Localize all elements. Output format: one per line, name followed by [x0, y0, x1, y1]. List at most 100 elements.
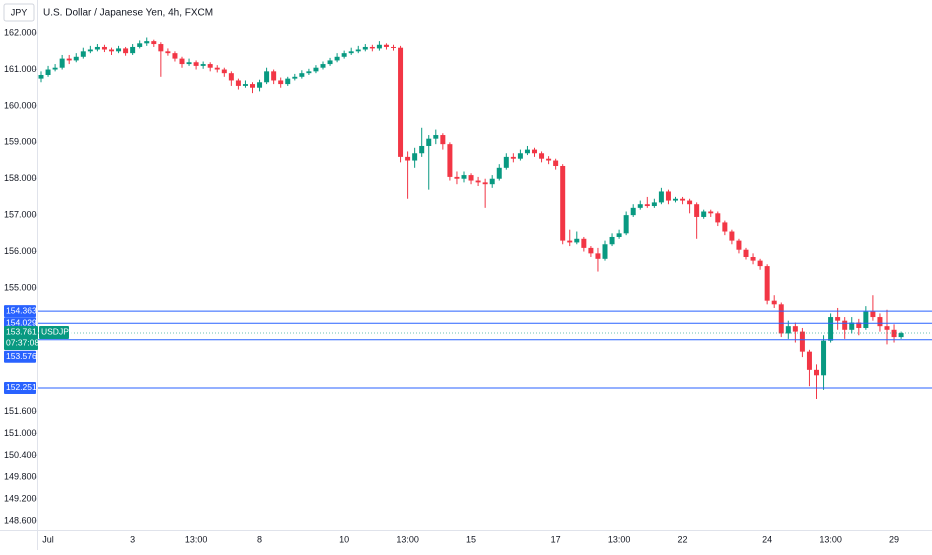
candle-body — [687, 200, 693, 205]
candle-body — [835, 317, 841, 321]
candle-body — [553, 160, 559, 166]
candle-body — [221, 69, 227, 74]
candle-body — [398, 47, 404, 157]
candle-body — [489, 178, 495, 185]
y-tick-label: 156.000 — [4, 246, 37, 256]
candle-body — [863, 311, 869, 328]
candle-body — [186, 62, 192, 65]
candle-body — [764, 266, 770, 301]
symbol-label: USDJPY — [41, 326, 75, 336]
level-label: 154.363 — [6, 305, 37, 315]
candle-body — [214, 67, 220, 70]
x-tick-label: 8 — [257, 534, 262, 544]
candle-body — [884, 326, 890, 330]
candle-body — [785, 326, 791, 334]
candle-body — [80, 51, 86, 57]
symbol-box — [39, 326, 69, 340]
candle-body — [426, 138, 432, 146]
candle-body — [806, 351, 812, 370]
candle-body — [828, 317, 834, 341]
x-tick-label: 24 — [762, 534, 772, 544]
candle-body — [440, 135, 446, 145]
x-tick-label: 10 — [339, 534, 349, 544]
candle-body — [179, 58, 185, 65]
candle-body — [842, 320, 848, 330]
candle-body — [694, 204, 700, 217]
x-tick-label: 15 — [466, 534, 476, 544]
candle-body — [482, 182, 488, 185]
candle-body — [524, 149, 530, 154]
candle-body — [137, 43, 143, 47]
candle-body — [334, 56, 340, 61]
candle-body — [151, 41, 157, 45]
candle-body — [799, 331, 805, 352]
candle-body — [144, 41, 150, 44]
candle-body — [369, 46, 375, 49]
candle-body — [87, 49, 93, 52]
candle-body — [362, 46, 368, 50]
candle-body — [242, 84, 248, 86]
candle-body — [673, 198, 678, 201]
candle-body — [130, 46, 136, 54]
candle-body — [595, 253, 601, 259]
candle-body — [856, 322, 862, 328]
candle-body — [285, 78, 291, 85]
candle-body — [708, 211, 714, 214]
y-tick-label: 148.600 — [4, 515, 37, 525]
candle-body — [45, 69, 51, 75]
candle-body — [616, 233, 622, 237]
candle-body — [701, 211, 707, 217]
x-tick-label: 13:00 — [819, 534, 842, 544]
candle-body — [172, 53, 178, 59]
level-label-box — [4, 305, 36, 318]
candle-body — [391, 46, 396, 48]
level-label: 154.029 — [6, 318, 37, 328]
level-label-box — [4, 350, 36, 363]
level-label: 152.251 — [6, 382, 37, 392]
candle-body — [341, 53, 347, 57]
candle-body — [383, 44, 389, 47]
y-tick-label: 157.000 — [4, 210, 37, 220]
y-tick-label: 151.000 — [4, 428, 37, 438]
candle-body — [630, 207, 636, 216]
candle-body — [228, 73, 234, 81]
candle-body — [447, 144, 453, 177]
candle-body — [821, 340, 827, 376]
candle-body — [581, 238, 587, 248]
candle-body — [461, 175, 467, 179]
candle-body — [722, 222, 728, 232]
candle-body — [306, 71, 312, 74]
y-tick-label: 159.000 — [4, 137, 37, 147]
candle-body — [264, 71, 270, 83]
y-tick-label: 150.400 — [4, 450, 37, 460]
candle-body — [66, 58, 72, 61]
y-tick-label: 151.600 — [4, 406, 37, 416]
currency[interactable]: JPY — [11, 7, 28, 17]
candle-body — [870, 311, 876, 318]
candle-body — [73, 56, 79, 61]
candle-body — [355, 49, 361, 52]
candle-body — [405, 156, 411, 161]
candle-body — [602, 244, 608, 259]
candle-body — [517, 153, 523, 159]
candle-body — [116, 48, 122, 52]
candle-body — [320, 64, 326, 68]
candle-body — [207, 64, 213, 68]
candle-body — [510, 156, 516, 159]
candle-body — [743, 249, 749, 257]
candle-body — [123, 48, 129, 54]
candle-body — [757, 260, 763, 267]
candle-body — [165, 51, 171, 54]
candle-body — [560, 165, 566, 241]
candle-body — [729, 231, 735, 241]
y-tick-label: 149.800 — [4, 472, 37, 482]
candle-body — [376, 44, 382, 49]
currency-box[interactable] — [3, 3, 35, 22]
candle-body — [891, 329, 897, 338]
candle-body — [278, 80, 284, 85]
candle-body — [637, 204, 643, 208]
candle-body — [94, 46, 100, 50]
candle-body — [623, 215, 629, 234]
candle-body — [52, 67, 58, 70]
